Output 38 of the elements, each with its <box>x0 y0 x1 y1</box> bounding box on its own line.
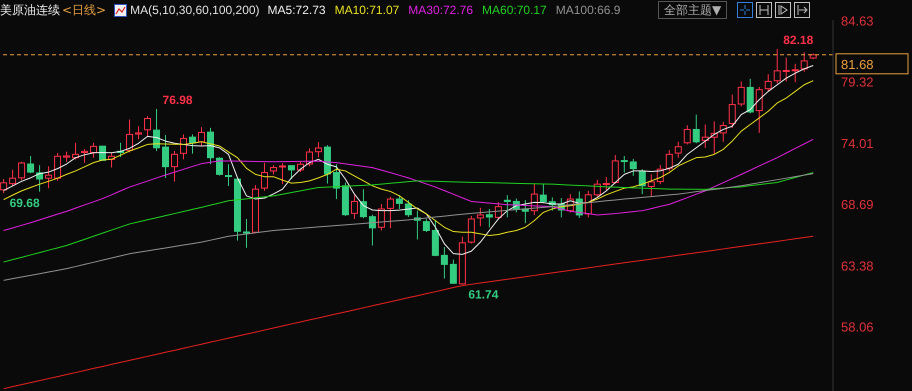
y-tick-label: 58.06 <box>841 320 874 335</box>
candlestick <box>162 134 170 178</box>
candlestick <box>504 194 511 218</box>
text: MA30:72.76 <box>408 3 474 17</box>
text: MA100:66.9 <box>556 3 620 17</box>
candlestick <box>440 246 448 280</box>
line-series <box>3 80 814 236</box>
candlestick <box>242 218 250 248</box>
line-series <box>3 173 814 281</box>
annotation: 69.68 <box>10 196 40 210</box>
line-series <box>3 138 814 231</box>
y-tick-label: 84.63 <box>841 13 874 28</box>
candlestick <box>135 126 142 140</box>
annotation: 82.18 <box>783 33 814 48</box>
annotation: 76.98 <box>162 92 193 107</box>
candlestick <box>792 63 799 83</box>
candlestick <box>314 142 322 158</box>
ref-line-label: 81.68 <box>841 56 874 72</box>
candlestick <box>278 162 286 185</box>
candlestick <box>774 48 781 84</box>
y-tick-label: 74.01 <box>841 136 874 151</box>
line-series <box>3 236 814 390</box>
y-tick-label: 63.38 <box>841 258 874 274</box>
y-tick-label: 79.32 <box>841 74 874 90</box>
candlestick <box>224 164 232 186</box>
y-tick-label: 68.69 <box>841 197 874 212</box>
text: 全部主题▼ <box>658 0 728 18</box>
legend-title: MA(5,10,30,60,100,200) <box>130 3 260 17</box>
candlestick <box>171 150 178 182</box>
chart-title: 美原油连续 <box>0 2 60 18</box>
text: MA5:72.73 <box>268 3 326 17</box>
line-series <box>3 172 814 263</box>
text: MA60:70.17 <box>482 3 547 17</box>
text: MA10:71.07 <box>334 3 400 17</box>
chart-subtitle: <日线> <box>62 2 106 18</box>
candlestick <box>260 162 268 192</box>
annotation: 61.74 <box>468 288 499 302</box>
candlestick <box>782 57 790 82</box>
